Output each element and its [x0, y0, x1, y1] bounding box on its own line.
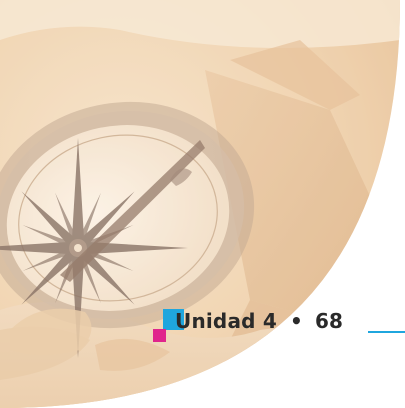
- unit-page-label: Unidad 4 • 68: [175, 306, 343, 336]
- magenta-square-marker: [153, 329, 166, 342]
- cyan-square-marker: [163, 309, 184, 330]
- unit-name: Unidad 4: [175, 309, 277, 333]
- accent-rule: [368, 331, 405, 333]
- bullet-separator: •: [289, 309, 303, 333]
- page-number: 68: [314, 309, 344, 333]
